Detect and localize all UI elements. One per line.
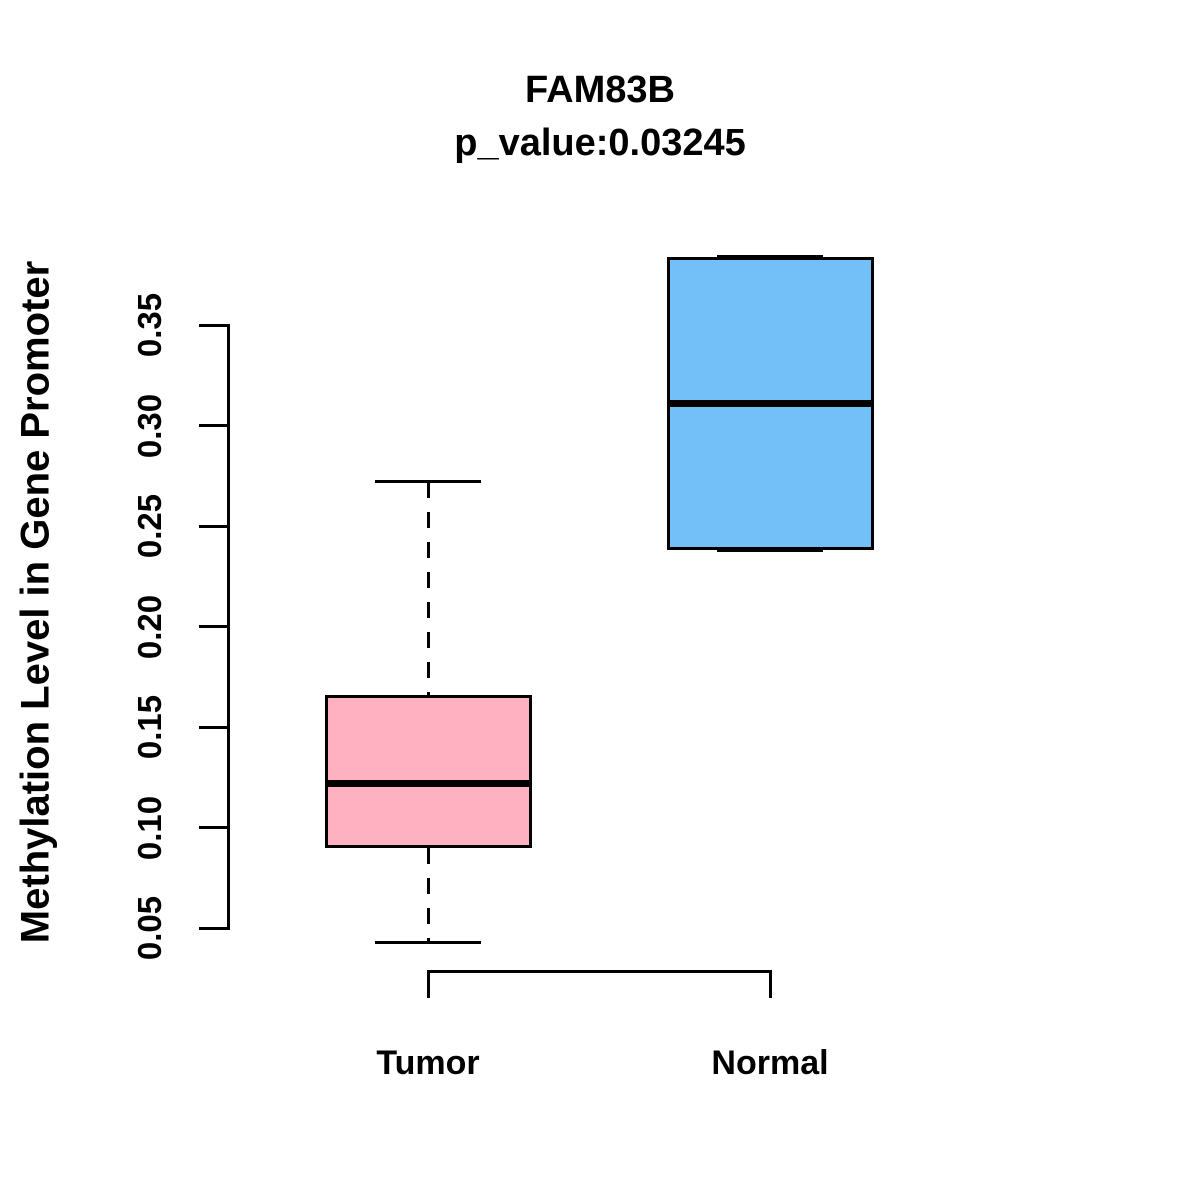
upper-whisker-cap-normal (717, 255, 823, 259)
lower-whisker-cap-tumor (375, 940, 481, 944)
x-axis-label-normal: Normal (711, 1044, 829, 1082)
y-axis-tick (199, 424, 227, 427)
x-axis-bracket (426, 970, 772, 998)
title-block: FAM83B p_value:0.03245 (0, 64, 1200, 170)
y-axis-tick-label: 0.30 (131, 393, 168, 458)
y-axis-tick (199, 725, 227, 729)
lower-whisker-line-tumor (426, 847, 430, 943)
y-axis-tick (199, 926, 227, 930)
y-axis-line (227, 323, 230, 930)
y-axis-tick-label: 0.15 (131, 694, 168, 760)
y-axis-tick-label: 0.05 (131, 895, 168, 961)
x-axis-label-tumor: Tumor (376, 1044, 480, 1082)
median-line-normal (666, 399, 874, 407)
median-line-tumor (324, 779, 532, 787)
box-tumor (324, 694, 532, 848)
lower-whisker-cap-normal (717, 548, 823, 552)
upper-whisker-line-tumor (426, 481, 430, 695)
chart-subtitle: p_value:0.03245 (454, 122, 746, 164)
chart-title: FAM83B (525, 69, 675, 111)
y-axis-tick-label: 0.20 (131, 594, 168, 659)
y-axis-tick (199, 625, 227, 628)
y-axis-tick-label: 0.25 (131, 493, 168, 559)
y-axis-tick (199, 524, 227, 528)
upper-whisker-cap-tumor (375, 480, 481, 484)
y-axis-tick-label: 0.35 (131, 292, 168, 358)
y-axis-tick-label: 0.10 (131, 795, 168, 860)
y-axis-tick (199, 323, 227, 327)
y-axis-tick (199, 826, 227, 829)
